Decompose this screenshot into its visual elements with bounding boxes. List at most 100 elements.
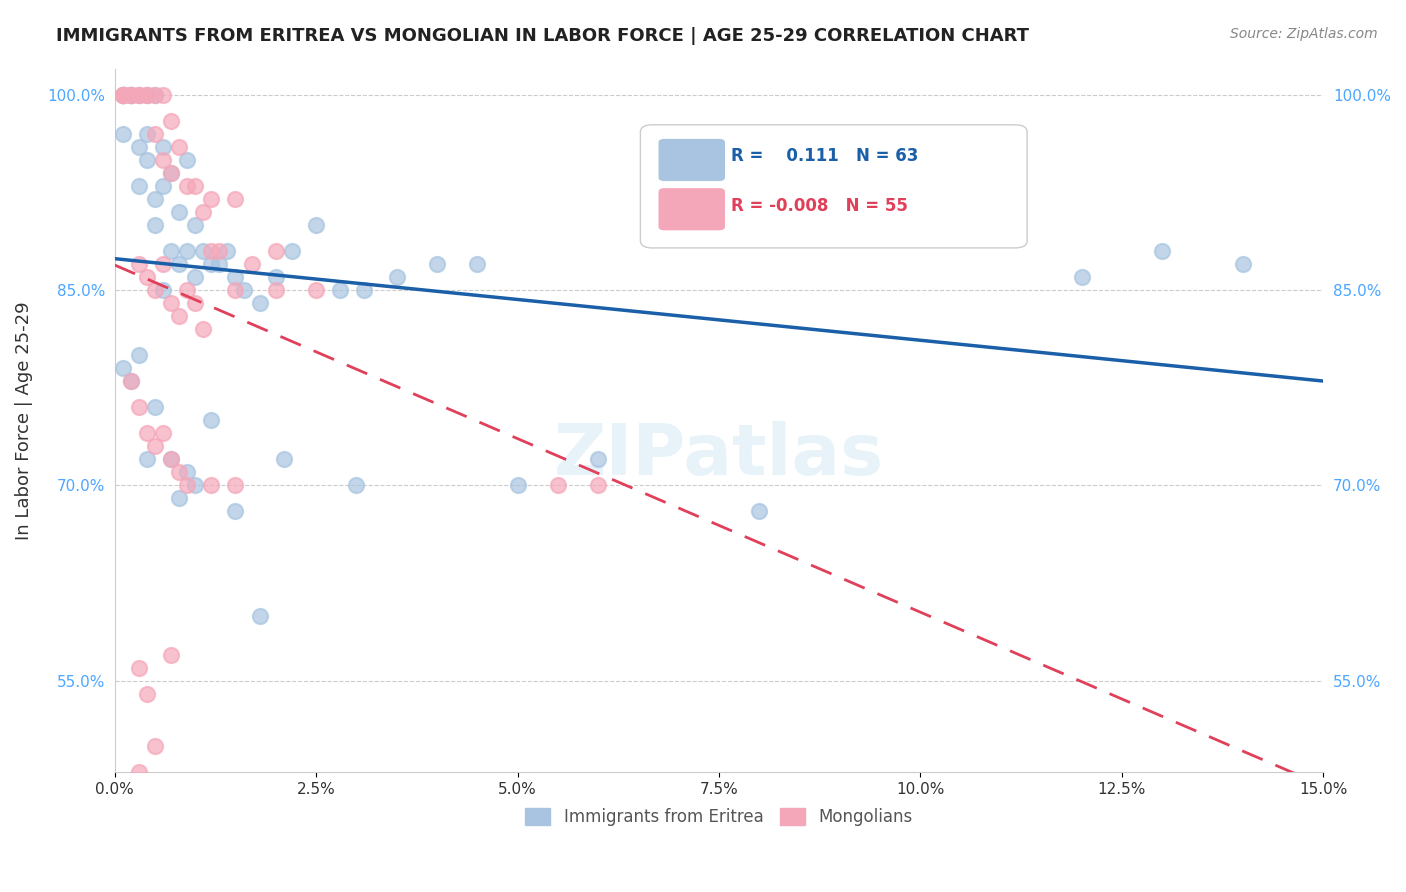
Point [152, 87, 174, 102]
Point [143, 127, 166, 141]
Point [200, 257, 222, 271]
Point [160, 166, 183, 180]
Point [135, 270, 157, 285]
Point [305, 218, 328, 232]
Point [143, 439, 166, 453]
Point [120, 87, 142, 102]
Point [208, 257, 231, 271]
Point [184, 270, 207, 285]
Point [160, 244, 183, 258]
Point [910, 218, 932, 232]
Legend: Immigrants from Eritrea, Mongolians: Immigrants from Eritrea, Mongolians [517, 799, 921, 834]
Point [152, 426, 174, 441]
Point [128, 178, 150, 193]
Point [111, 87, 134, 102]
Point [224, 283, 246, 297]
Point [167, 204, 190, 219]
Point [128, 765, 150, 780]
Point [143, 739, 166, 753]
Point [152, 283, 174, 297]
Point [353, 283, 375, 297]
Point [1070, 270, 1092, 285]
Point [160, 166, 183, 180]
Point [120, 374, 142, 388]
Point [249, 608, 271, 623]
Point [264, 270, 287, 285]
Point [135, 87, 157, 102]
Point [143, 192, 166, 206]
Point [143, 218, 166, 232]
Point [160, 452, 183, 467]
Point [200, 413, 222, 427]
Point [120, 374, 142, 388]
Point [184, 296, 207, 310]
Point [143, 87, 166, 102]
Point [176, 283, 198, 297]
Point [120, 87, 142, 102]
Point [232, 283, 254, 297]
Point [586, 452, 609, 467]
Point [305, 283, 328, 297]
Point [184, 218, 207, 232]
Point [385, 270, 408, 285]
Point [152, 139, 174, 153]
Point [176, 153, 198, 167]
Point [111, 87, 134, 102]
Point [249, 296, 271, 310]
Point [135, 452, 157, 467]
Point [586, 478, 609, 492]
Point [176, 178, 198, 193]
Point [240, 257, 263, 271]
Point [160, 296, 183, 310]
Point [135, 87, 157, 102]
Point [506, 478, 529, 492]
Point [143, 283, 166, 297]
Point [160, 452, 183, 467]
Point [465, 257, 488, 271]
Text: R = -0.008   N = 55: R = -0.008 N = 55 [731, 197, 908, 215]
Point [167, 139, 190, 153]
Point [1232, 257, 1254, 271]
Point [128, 139, 150, 153]
Point [281, 244, 304, 258]
Point [128, 87, 150, 102]
Point [264, 283, 287, 297]
Point [120, 87, 142, 102]
Text: R =    0.111   N = 63: R = 0.111 N = 63 [731, 147, 918, 165]
Point [167, 466, 190, 480]
Y-axis label: In Labor Force | Age 25-29: In Labor Force | Age 25-29 [15, 301, 32, 540]
Point [748, 504, 770, 518]
Point [160, 648, 183, 662]
Point [160, 113, 183, 128]
FancyBboxPatch shape [658, 139, 725, 181]
Point [224, 504, 246, 518]
Point [111, 87, 134, 102]
Point [193, 322, 215, 336]
Point [193, 244, 215, 258]
Point [111, 87, 134, 102]
Point [128, 348, 150, 362]
Point [111, 87, 134, 102]
FancyBboxPatch shape [658, 188, 725, 230]
Point [329, 283, 352, 297]
Point [200, 244, 222, 258]
Point [344, 478, 367, 492]
Text: Source: ZipAtlas.com: Source: ZipAtlas.com [1230, 27, 1378, 41]
Point [547, 478, 569, 492]
Point [426, 257, 449, 271]
Point [143, 87, 166, 102]
Point [167, 309, 190, 323]
Point [128, 257, 150, 271]
Point [217, 244, 239, 258]
Point [176, 244, 198, 258]
Point [184, 478, 207, 492]
Point [208, 244, 231, 258]
Point [135, 687, 157, 701]
Point [176, 466, 198, 480]
Text: IMMIGRANTS FROM ERITREA VS MONGOLIAN IN LABOR FORCE | AGE 25-29 CORRELATION CHAR: IMMIGRANTS FROM ERITREA VS MONGOLIAN IN … [56, 27, 1029, 45]
Point [111, 87, 134, 102]
Point [167, 257, 190, 271]
Point [120, 87, 142, 102]
Point [128, 401, 150, 415]
Point [120, 87, 142, 102]
